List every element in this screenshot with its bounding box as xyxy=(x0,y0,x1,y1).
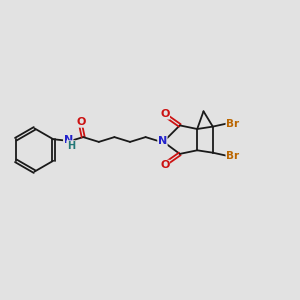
Text: Br: Br xyxy=(226,151,239,161)
Text: N: N xyxy=(64,135,73,145)
Text: Br: Br xyxy=(226,118,239,129)
Text: O: O xyxy=(160,160,170,170)
Text: H: H xyxy=(67,141,75,151)
Text: O: O xyxy=(76,117,86,127)
Text: N: N xyxy=(158,136,167,146)
Text: O: O xyxy=(160,109,170,119)
